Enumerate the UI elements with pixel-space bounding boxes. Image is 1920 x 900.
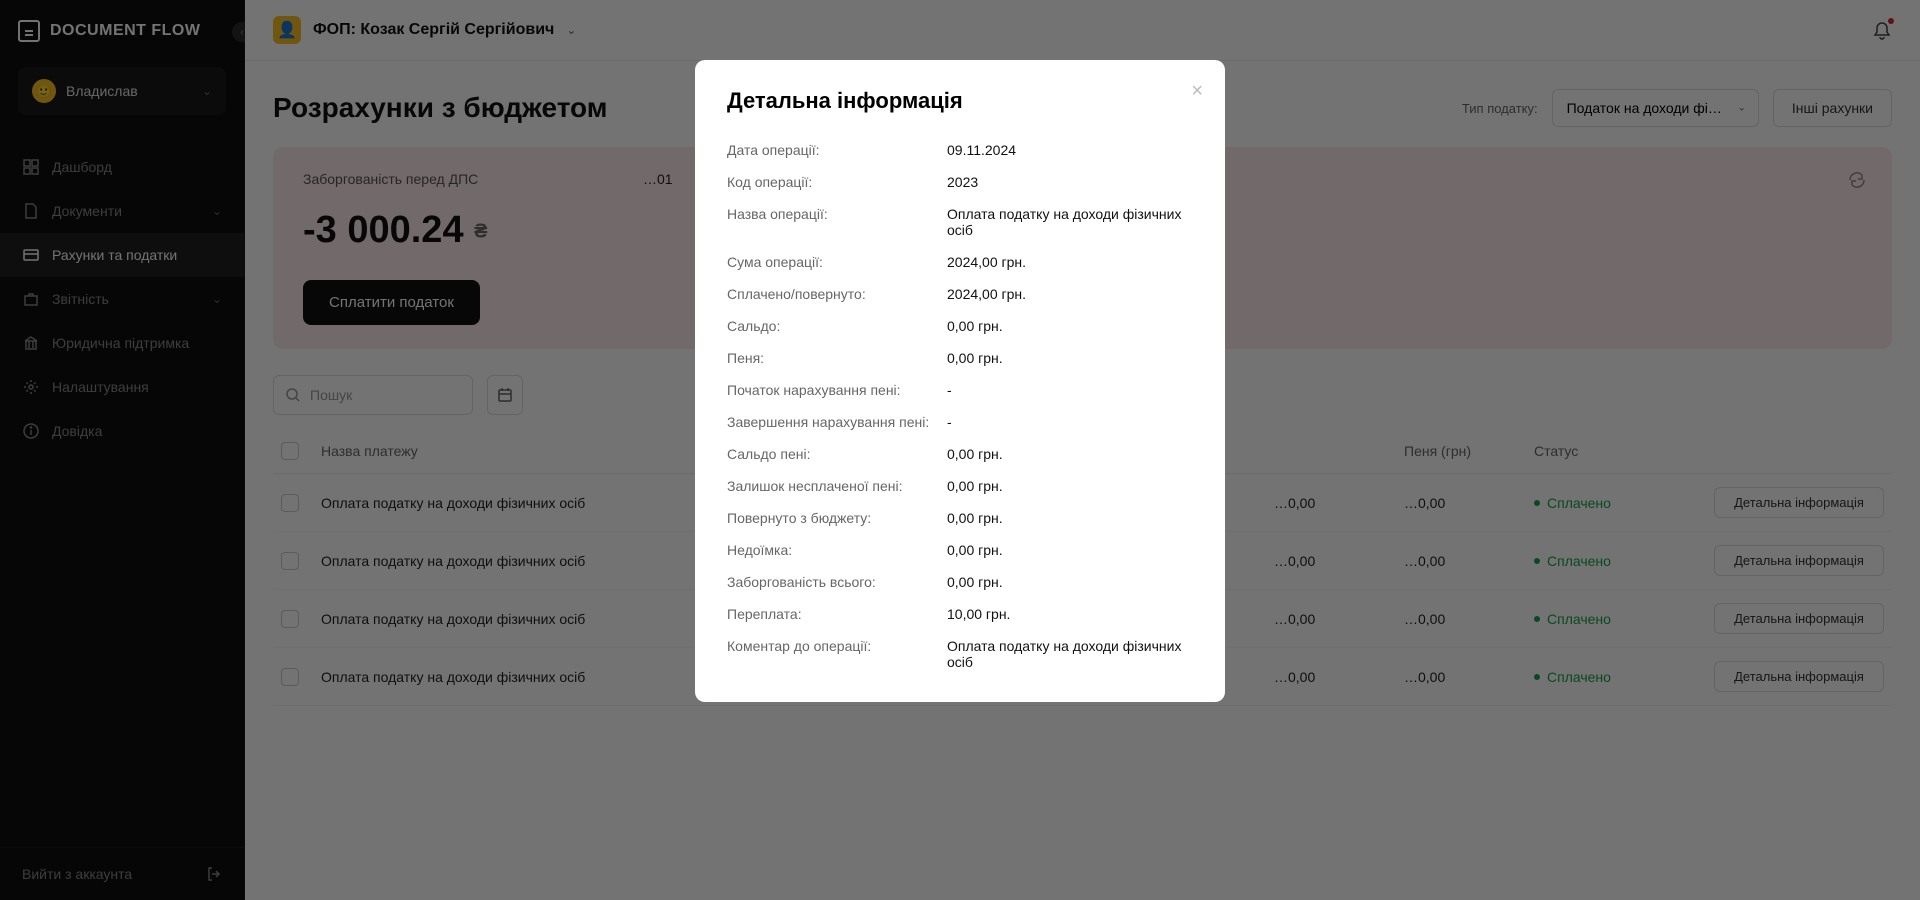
- close-icon[interactable]: ×: [1191, 80, 1203, 103]
- modal-key: Сальдо пені:: [727, 446, 947, 462]
- modal-row: Початок нарахування пені:-: [727, 374, 1193, 406]
- modal-row: Недоїмка:0,00 грн.: [727, 534, 1193, 566]
- modal-key: Повернуто з бюджету:: [727, 510, 947, 526]
- modal-row: Код операції:2023: [727, 166, 1193, 198]
- modal-key: Назва операції:: [727, 206, 947, 238]
- modal-row: Залишок несплаченої пені:0,00 грн.: [727, 470, 1193, 502]
- modal-value: 0,00 грн.: [947, 318, 1193, 334]
- modal-key: Початок нарахування пені:: [727, 382, 947, 398]
- modal-key: Коментар до операції:: [727, 638, 947, 670]
- modal-row: Сплачено/повернуто:2024,00 грн.: [727, 278, 1193, 310]
- modal-value: -: [947, 414, 1193, 430]
- modal-value: 0,00 грн.: [947, 542, 1193, 558]
- modal-value: 0,00 грн.: [947, 478, 1193, 494]
- modal-value: -: [947, 382, 1193, 398]
- modal-value: 0,00 грн.: [947, 350, 1193, 366]
- modal-row: Переплата:10,00 грн.: [727, 598, 1193, 630]
- modal-key: Залишок несплаченої пені:: [727, 478, 947, 494]
- modal-row: Заборгованість всього:0,00 грн.: [727, 566, 1193, 598]
- modal-value: 09.11.2024: [947, 142, 1193, 158]
- modal-value: 2023: [947, 174, 1193, 190]
- detail-modal: Детальна інформація × Дата операції:09.1…: [695, 60, 1225, 702]
- modal-row: Сальдо:0,00 грн.: [727, 310, 1193, 342]
- modal-row: Сума операції:2024,00 грн.: [727, 246, 1193, 278]
- modal-key: Недоїмка:: [727, 542, 947, 558]
- modal-value: 0,00 грн.: [947, 574, 1193, 590]
- modal-row: Сальдо пені:0,00 грн.: [727, 438, 1193, 470]
- modal-value: 0,00 грн.: [947, 510, 1193, 526]
- modal-key: Завершення нарахування пені:: [727, 414, 947, 430]
- modal-row: Назва операції:Оплата податку на доходи …: [727, 198, 1193, 246]
- modal-key: Пеня:: [727, 350, 947, 366]
- modal-row: Дата операції:09.11.2024: [727, 134, 1193, 166]
- modal-key: Заборгованість всього:: [727, 574, 947, 590]
- modal-row: Пеня:0,00 грн.: [727, 342, 1193, 374]
- modal-value: 10,00 грн.: [947, 606, 1193, 622]
- modal-key: Сплачено/повернуто:: [727, 286, 947, 302]
- modal-key: Переплата:: [727, 606, 947, 622]
- modal-value: Оплата податку на доходи фізичних осіб: [947, 206, 1193, 238]
- modal-value: 0,00 грн.: [947, 446, 1193, 462]
- modal-row: Коментар до операції:Оплата податку на д…: [727, 630, 1193, 678]
- modal-key: Сальдо:: [727, 318, 947, 334]
- modal-key: Сума операції:: [727, 254, 947, 270]
- modal-row: Повернуто з бюджету:0,00 грн.: [727, 502, 1193, 534]
- modal-key: Дата операції:: [727, 142, 947, 158]
- modal-value: 2024,00 грн.: [947, 286, 1193, 302]
- modal-value: 2024,00 грн.: [947, 254, 1193, 270]
- modal-row: Завершення нарахування пені:-: [727, 406, 1193, 438]
- modal-key: Код операції:: [727, 174, 947, 190]
- modal-title: Детальна інформація: [727, 88, 1193, 114]
- modal-value: Оплата податку на доходи фізичних осіб: [947, 638, 1193, 670]
